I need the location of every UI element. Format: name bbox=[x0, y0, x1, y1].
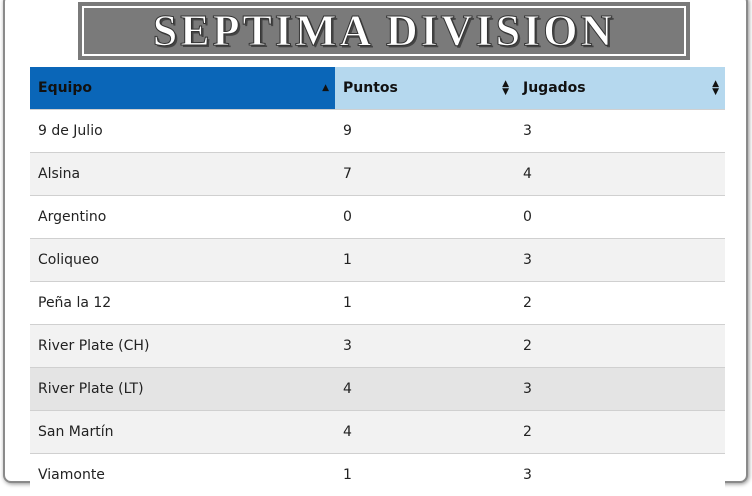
header-row: Equipo ▲ Puntos ▲▼ Jugados ▲▼ bbox=[30, 67, 725, 110]
table-cell: River Plate (CH) bbox=[30, 325, 335, 368]
table-cell: 1 bbox=[335, 282, 515, 325]
table-cell: 4 bbox=[335, 411, 515, 454]
column-header[interactable]: Puntos ▲▼ bbox=[335, 67, 515, 110]
table-cell: 1 bbox=[335, 454, 515, 496]
column-label: Puntos bbox=[343, 80, 398, 96]
page: SEPTIMA DIVISION Equipo ▲ Puntos ▲▼ Jugado… bbox=[0, 0, 752, 484]
table-cell: Peña la 12 bbox=[30, 282, 335, 325]
table-cell: Argentino bbox=[30, 196, 335, 239]
title: SEPTIMA DIVISION bbox=[153, 9, 615, 53]
table-cell: 3 bbox=[515, 239, 725, 282]
column-header[interactable]: Jugados ▲▼ bbox=[515, 67, 725, 110]
table-cell: 4 bbox=[515, 153, 725, 196]
table-cell: 0 bbox=[335, 196, 515, 239]
table-cell: 3 bbox=[515, 454, 725, 496]
sort-icon: ▲▼ bbox=[712, 80, 719, 96]
table-cell: San Martín bbox=[30, 411, 335, 454]
table-cell: 3 bbox=[515, 368, 725, 411]
table-cell: 3 bbox=[335, 325, 515, 368]
table-cell: Coliqueo bbox=[30, 239, 335, 282]
table-cell: 2 bbox=[515, 411, 725, 454]
table-cell: River Plate (LT) bbox=[30, 368, 335, 411]
table-cell: 2 bbox=[515, 282, 725, 325]
banner-border: SEPTIMA DIVISION bbox=[82, 6, 686, 56]
table-cell: 1 bbox=[335, 239, 515, 282]
table-cell: 7 bbox=[335, 153, 515, 196]
table-cell: 9 de Julio bbox=[30, 110, 335, 153]
table-cell: 9 bbox=[335, 110, 515, 153]
banner: SEPTIMA DIVISION bbox=[78, 2, 690, 60]
sort-icon: ▲ bbox=[322, 84, 329, 92]
table-cell: 2 bbox=[515, 325, 725, 368]
table-cell: 0 bbox=[515, 196, 725, 239]
table-cell: 4 bbox=[335, 368, 515, 411]
column-label: Jugados bbox=[523, 80, 586, 96]
table-cell: 3 bbox=[515, 110, 725, 153]
table-cell: Alsina bbox=[30, 153, 335, 196]
column-label: Equipo bbox=[38, 80, 92, 96]
table-cell: Viamonte bbox=[30, 454, 335, 496]
column-header[interactable]: Equipo ▲ bbox=[30, 67, 335, 110]
sort-icon: ▲▼ bbox=[502, 80, 509, 96]
